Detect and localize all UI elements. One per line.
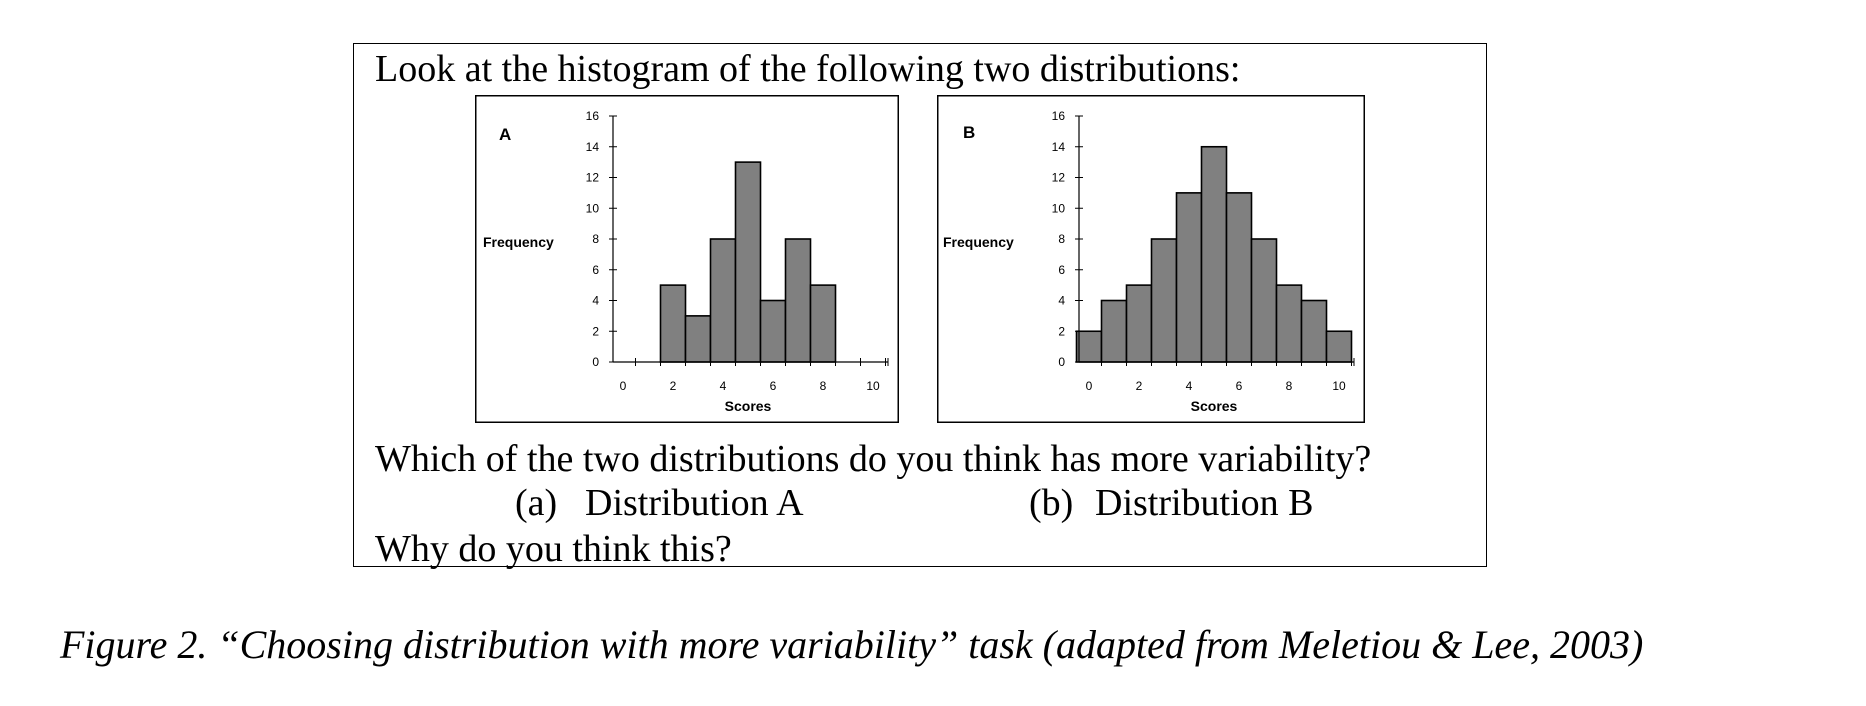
- x-tick-label: 0: [620, 379, 627, 393]
- histogram-bar: [1325, 330, 1353, 363]
- y-tick-label: 2: [1058, 324, 1065, 338]
- histogram-bar: [1125, 284, 1153, 363]
- y-tick-label: 4: [592, 294, 599, 308]
- y-tick-label: 10: [586, 201, 600, 215]
- y-tick-label: 12: [586, 171, 600, 185]
- histogram-bar: [1075, 330, 1103, 363]
- chart-title: A: [499, 125, 511, 144]
- x-axis-label: Scores: [725, 398, 772, 414]
- y-tick-label: 10: [1052, 201, 1066, 215]
- question-prompt: Which of the two distributions do you th…: [375, 438, 1372, 480]
- histogram-bar: [784, 238, 812, 363]
- y-axis-label: Frequency: [483, 234, 554, 250]
- y-tick-label: 14: [586, 140, 600, 154]
- option-b-label[interactable]: Distribution B: [1095, 482, 1314, 524]
- question-intro: Look at the histogram of the following t…: [375, 48, 1241, 90]
- question-followup: Why do you think this?: [375, 528, 732, 570]
- histogram-bar: [1200, 145, 1228, 363]
- y-tick-label: 16: [586, 109, 600, 123]
- figure-caption: Figure 2. “Choosing distribution with mo…: [60, 622, 1644, 667]
- histogram-bar: [659, 284, 687, 363]
- x-tick-label: 8: [820, 379, 827, 393]
- y-tick-label: 6: [592, 263, 599, 277]
- chart-frame: [475, 95, 899, 423]
- histogram-bar: [709, 238, 737, 363]
- histogram-bar: [759, 299, 787, 363]
- chart-title: B: [963, 123, 975, 142]
- y-tick-label: 6: [1058, 263, 1065, 277]
- y-tick-label: 8: [592, 232, 599, 246]
- x-tick-label: 2: [670, 379, 677, 393]
- x-tick-label: 2: [1136, 379, 1143, 393]
- x-tick-label: 10: [1332, 379, 1346, 393]
- histogram-bar: [1150, 238, 1178, 363]
- y-tick-label: 0: [1058, 355, 1065, 369]
- option-a-marker[interactable]: (a): [515, 482, 558, 524]
- y-tick-label: 12: [1052, 171, 1066, 185]
- histogram-bar: [1300, 299, 1328, 363]
- y-tick-label: 2: [592, 324, 599, 338]
- histogram-bar: [734, 161, 762, 363]
- histogram-bar: [1225, 192, 1253, 363]
- chart-frame: [937, 95, 1365, 423]
- histogram-bar: [1275, 284, 1303, 363]
- x-axis-label: Scores: [1191, 398, 1238, 414]
- y-tick-label: 0: [592, 355, 599, 369]
- x-tick-label: 4: [720, 379, 727, 393]
- option-a-label[interactable]: Distribution A: [585, 482, 804, 524]
- x-tick-label: 4: [1186, 379, 1193, 393]
- x-tick-label: 8: [1286, 379, 1293, 393]
- y-tick-label: 16: [1052, 109, 1066, 123]
- y-tick-label: 14: [1052, 140, 1066, 154]
- histogram-bar: [1250, 238, 1278, 363]
- y-tick-label: 8: [1058, 232, 1065, 246]
- histogram-bar: [684, 315, 712, 363]
- histogram-bar: [1175, 192, 1203, 363]
- histogram-bar: [809, 284, 837, 363]
- y-axis-label: Frequency: [943, 234, 1014, 250]
- x-tick-label: 6: [770, 379, 777, 393]
- histogram-bar: [1100, 299, 1128, 363]
- task-box: [353, 43, 1487, 567]
- histogram-a: 0 2 4 6 8 10 12 14 16 0 2 4 6 8 10 A Frequency Scores: [475, 95, 899, 423]
- x-tick-label: 6: [1236, 379, 1243, 393]
- x-tick-label: 10: [866, 379, 880, 393]
- histogram-b: 0 2 4 6 8 10 12 14 16 0 2 4 6 8 10 B Frequency Scores: [937, 95, 1365, 423]
- y-tick-label: 4: [1058, 294, 1065, 308]
- x-tick-label: 0: [1086, 379, 1093, 393]
- option-b-marker[interactable]: (b): [1029, 482, 1074, 524]
